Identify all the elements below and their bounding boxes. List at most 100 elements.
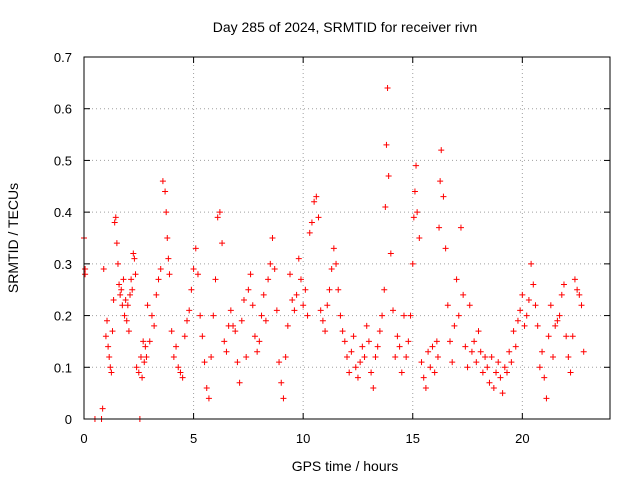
data-point xyxy=(479,369,486,376)
data-point xyxy=(190,266,197,273)
data-point xyxy=(543,395,550,402)
data-point xyxy=(437,178,444,185)
data-point xyxy=(385,172,392,179)
data-point xyxy=(265,276,272,283)
data-point xyxy=(330,245,337,252)
data-point xyxy=(238,317,245,324)
data-point xyxy=(396,343,403,350)
data-point xyxy=(194,271,201,278)
data-point xyxy=(501,364,508,371)
data-point xyxy=(503,369,510,376)
data-point xyxy=(201,359,208,366)
data-point xyxy=(508,359,515,366)
data-point xyxy=(210,312,217,319)
data-point xyxy=(186,307,193,314)
data-point xyxy=(457,224,464,231)
data-point xyxy=(382,203,389,210)
data-point xyxy=(370,384,377,391)
data-point xyxy=(468,348,475,355)
data-point xyxy=(384,85,391,92)
data-point xyxy=(365,338,372,345)
data-point xyxy=(422,384,429,391)
data-point xyxy=(510,328,517,335)
data-point xyxy=(212,276,219,283)
data-point xyxy=(170,353,177,360)
data-point xyxy=(484,364,491,371)
data-point xyxy=(576,291,583,298)
data-point xyxy=(105,343,112,350)
x-axis-label: GPS time / hours xyxy=(292,458,399,474)
x-tick-label: 0 xyxy=(80,431,87,446)
data-point xyxy=(104,317,111,324)
data-point xyxy=(127,291,134,298)
data-point xyxy=(372,353,379,360)
data-point xyxy=(227,307,234,314)
data-point xyxy=(276,359,283,366)
data-point xyxy=(337,312,344,319)
data-point xyxy=(130,250,137,257)
data-point xyxy=(143,353,150,360)
data-point xyxy=(350,333,357,340)
y-tick-label: 0.7 xyxy=(54,50,72,65)
y-tick-label: 0.1 xyxy=(54,360,72,375)
data-point xyxy=(473,359,480,366)
data-point xyxy=(232,328,239,335)
data-point xyxy=(346,369,353,376)
data-point xyxy=(466,302,473,309)
data-point xyxy=(243,353,250,360)
data-point xyxy=(282,353,289,360)
data-point xyxy=(141,359,148,366)
data-point xyxy=(569,333,576,340)
data-point xyxy=(411,188,418,195)
chart-title: Day 285 of 2024, SRMTID for receiver riv… xyxy=(213,19,478,35)
data-point xyxy=(175,364,182,371)
data-point xyxy=(363,322,370,329)
data-point xyxy=(240,297,247,304)
data-point xyxy=(523,312,530,319)
data-point xyxy=(146,338,153,345)
data-point xyxy=(326,286,333,293)
data-point xyxy=(99,405,106,412)
data-point xyxy=(552,322,559,329)
data-point xyxy=(455,312,462,319)
data-point xyxy=(230,322,237,329)
data-point xyxy=(517,307,524,314)
data-point xyxy=(427,364,434,371)
data-point xyxy=(311,198,318,205)
data-point xyxy=(567,369,574,376)
data-point xyxy=(113,240,120,247)
data-point xyxy=(499,390,506,397)
data-point xyxy=(287,271,294,278)
data-point xyxy=(359,343,366,350)
data-point xyxy=(565,353,572,360)
x-tick-label: 10 xyxy=(296,431,310,446)
data-point xyxy=(289,297,296,304)
data-point xyxy=(354,374,361,381)
data-point xyxy=(490,384,497,391)
data-point xyxy=(519,291,526,298)
data-point xyxy=(550,353,557,360)
data-point xyxy=(112,214,119,221)
data-point xyxy=(221,338,228,345)
data-point xyxy=(525,297,532,304)
data-point xyxy=(181,333,188,340)
data-point xyxy=(293,291,300,298)
data-point xyxy=(295,255,302,262)
data-point xyxy=(260,291,267,298)
data-point xyxy=(117,291,124,298)
data-point xyxy=(563,333,570,340)
data-point xyxy=(379,312,386,319)
data-point xyxy=(251,333,258,340)
data-point xyxy=(82,266,89,273)
data-point xyxy=(560,281,567,288)
data-point xyxy=(431,369,438,376)
data-point xyxy=(308,219,315,226)
data-point xyxy=(153,291,160,298)
data-point xyxy=(403,353,410,360)
data-point xyxy=(140,338,147,345)
data-point xyxy=(574,286,581,293)
data-point xyxy=(319,317,326,324)
data-point xyxy=(300,302,307,309)
data-point xyxy=(184,317,191,324)
data-point xyxy=(376,328,383,335)
